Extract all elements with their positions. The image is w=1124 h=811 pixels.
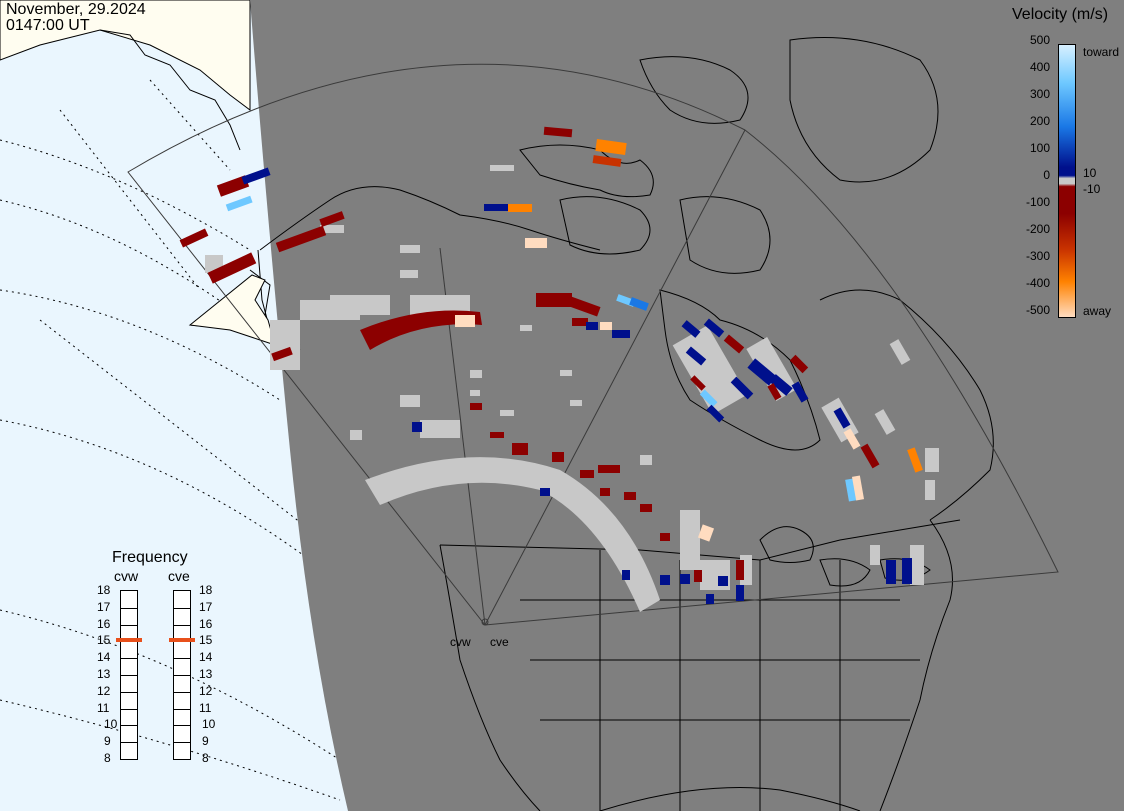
frequency-label-left: 11 (97, 700, 110, 715)
velocity-tick-label: 100 (1029, 141, 1050, 155)
frequency-label-right: 12 (199, 683, 213, 698)
night-side (250, 0, 1124, 811)
velocity-legend-title: Velocity (m/s) (1012, 6, 1109, 23)
velocity-tick-label: -400 (1025, 276, 1050, 290)
frequency-label-left: 10 (104, 717, 118, 732)
frequency-label-right: 15 (199, 633, 213, 648)
frequency-radar-cve: cve (168, 568, 190, 584)
frequency-label-right: 13 (199, 667, 213, 681)
frequency-label-left: 13 (97, 667, 111, 681)
title-date: November, 29.2024 (6, 1, 146, 18)
site-label-cvw: cvw (450, 635, 471, 649)
frequency-cell-divider (174, 675, 190, 676)
frequency-cell-divider (121, 624, 137, 626)
velocity-tick-label: -300 (1025, 249, 1050, 263)
radar-site-marker (481, 618, 489, 626)
alaska-peninsula (188, 274, 276, 346)
frequency-label-left: 18 (97, 583, 111, 597)
frequency-current-marker (169, 638, 195, 643)
frequency-label-right: 8 (202, 751, 209, 765)
frequency-cell-divider (174, 691, 190, 693)
frequency-cell-divider (174, 708, 190, 710)
velocity-tick-label: 500 (1029, 33, 1050, 47)
frequency-cell-divider (121, 708, 137, 710)
frequency-label-right: 17 (199, 599, 213, 614)
frequency-label-left: 9 (104, 734, 111, 749)
title-time: 0147:00 UT (6, 17, 90, 34)
frequency-label-left: 14 (97, 650, 111, 665)
velocity-tick-label: -200 (1025, 222, 1050, 236)
frequency-cell-divider (174, 607, 190, 609)
frequency-current-marker (116, 638, 142, 643)
frequency-cell-divider (174, 624, 190, 626)
frequency-cell-divider (121, 675, 137, 676)
day-land-alaska (0, 0, 251, 111)
frequency-label-right: 16 (199, 616, 213, 631)
velocity-label-toward: toward (1083, 45, 1120, 59)
frequency-label-right: 10 (202, 717, 216, 732)
day-graticule (0, 79, 341, 801)
frequency-label-right: 11 (199, 700, 212, 715)
frequency-cell-divider (174, 658, 190, 660)
velocity-tick-label: -500 (1025, 303, 1050, 317)
site-label-cve: cve (490, 635, 509, 649)
frequency-box-cvw (120, 590, 138, 760)
velocity-tick-label: 300 (1029, 87, 1050, 101)
frequency-cell-divider (121, 725, 137, 727)
scatter-colored (179, 126, 923, 604)
frequency-label-right: 14 (199, 650, 213, 665)
frequency-cell-divider (121, 691, 137, 693)
velocity-tick-label: 200 (1029, 114, 1050, 128)
frequency-cell-divider (174, 725, 190, 727)
frequency-cell-divider (121, 658, 137, 660)
frequency-label-right: 9 (202, 734, 209, 749)
velocity-tick-label: 0 (1043, 168, 1050, 182)
frequency-label-left: 12 (97, 683, 111, 698)
frequency-label-left: 8 (104, 751, 111, 765)
velocity-label-away: away (1083, 304, 1112, 318)
frequency-radar-cvw: cvw (114, 568, 139, 584)
velocity-label-pos10: 10 (1083, 166, 1097, 180)
frequency-label-right: 18 (199, 583, 213, 597)
frequency-label-left: 16 (97, 616, 111, 631)
frequency-label-left: 17 (97, 599, 111, 614)
frequency-cell-divider (121, 607, 137, 609)
velocity-colorbar (1058, 44, 1076, 318)
velocity-tick-label: -100 (1025, 195, 1050, 209)
frequency-cell-divider (174, 742, 190, 744)
frequency-box-cve (173, 590, 191, 760)
frequency-label-left: 15 (97, 633, 111, 648)
frequency-title: Frequency (112, 549, 188, 566)
velocity-label-neg10: -10 (1083, 182, 1101, 196)
frequency-cell-divider (121, 742, 137, 744)
velocity-tick-label: 400 (1029, 60, 1050, 74)
